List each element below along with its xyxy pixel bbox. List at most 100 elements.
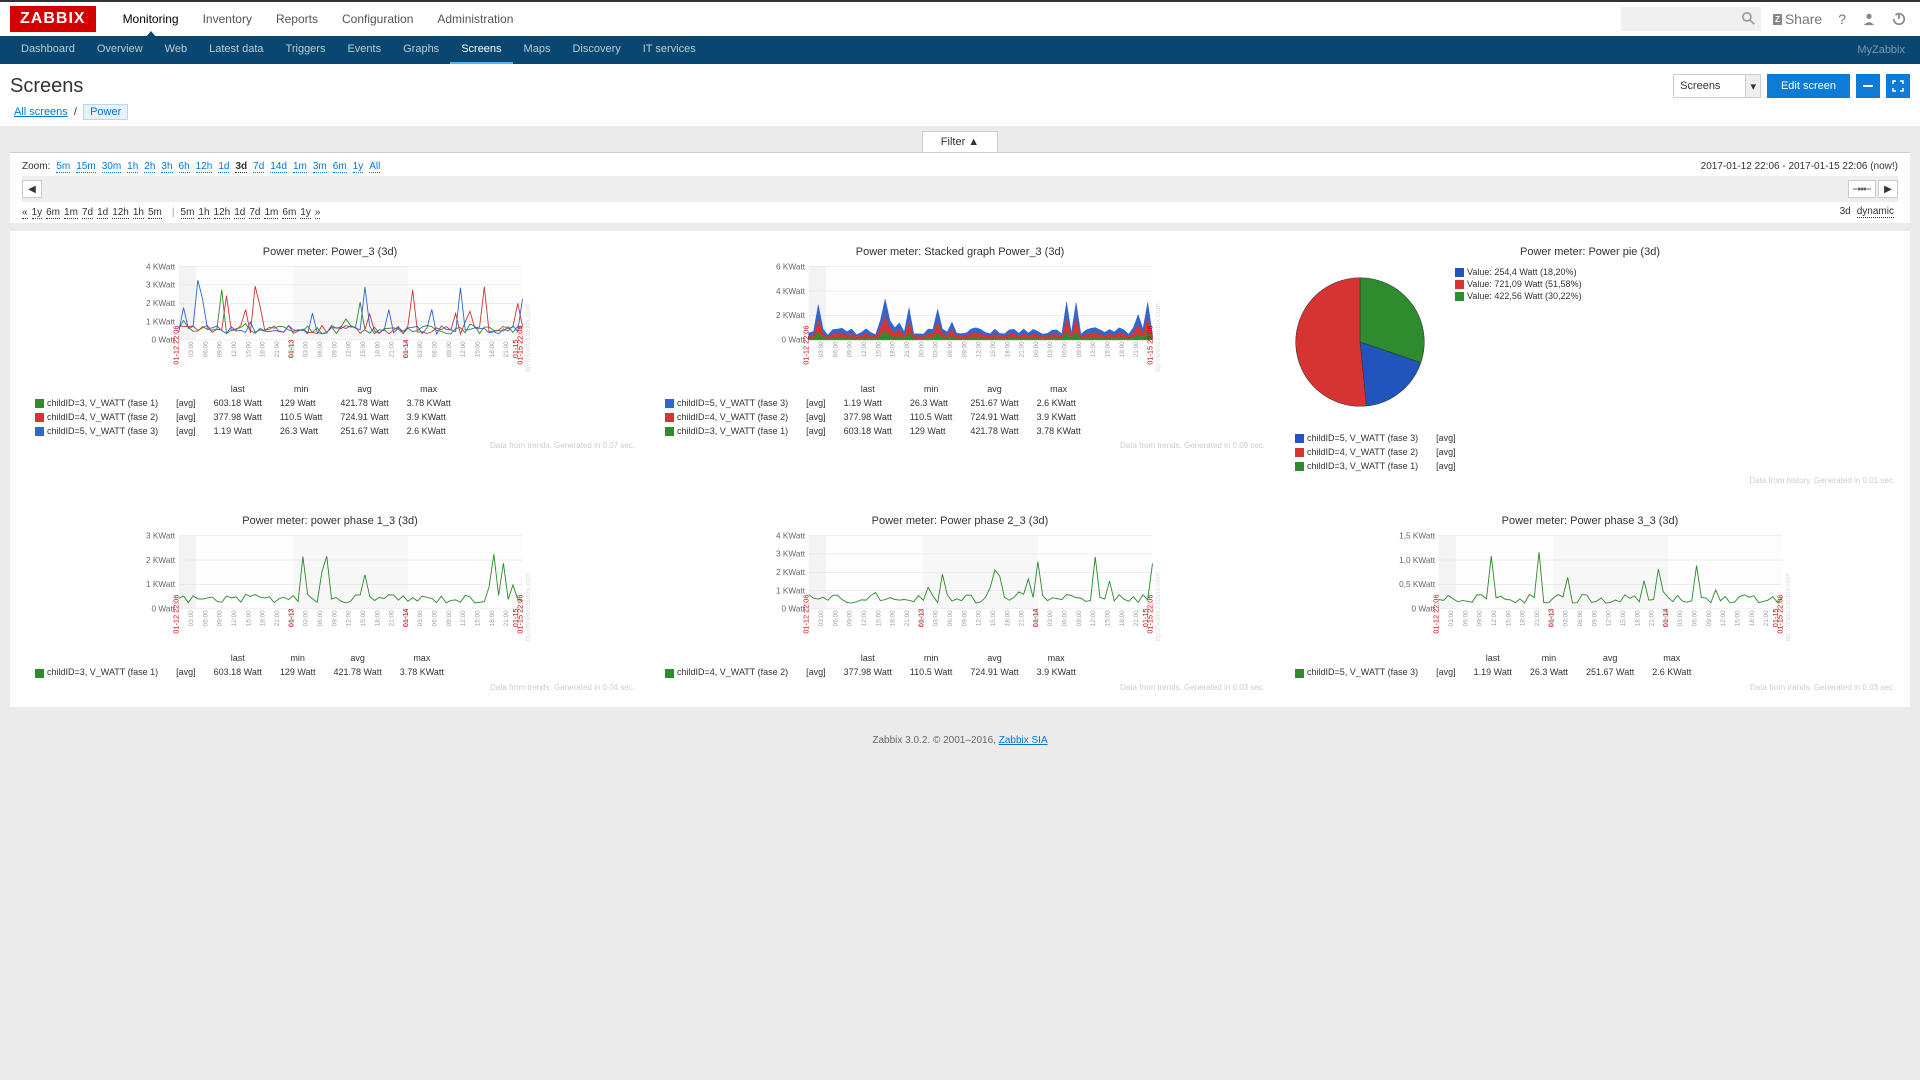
sub-nav-latest-data[interactable]: Latest data <box>198 36 274 64</box>
svg-text:12:00: 12:00 <box>1491 610 1498 626</box>
fwd-7d[interactable]: 7d <box>249 207 260 219</box>
svg-text:12:00: 12:00 <box>231 610 238 626</box>
svg-text:03:00: 03:00 <box>1047 610 1054 626</box>
zoom-1y[interactable]: 1y <box>353 161 364 173</box>
search-icon[interactable] <box>1742 12 1755 28</box>
back-«[interactable]: « <box>22 207 28 219</box>
nav-left-button[interactable]: ◀ <box>22 180 42 198</box>
back-1m[interactable]: 1m <box>64 207 78 219</box>
zoom-7d[interactable]: 7d <box>253 161 264 173</box>
svg-text:21:00: 21:00 <box>904 610 911 626</box>
main-nav-monitoring[interactable]: Monitoring <box>111 2 191 36</box>
zoom-6h[interactable]: 6h <box>179 161 190 173</box>
sub-nav-graphs[interactable]: Graphs <box>392 36 450 64</box>
sub-right[interactable]: MyZabbix <box>1857 44 1910 56</box>
power-icon[interactable] <box>1888 8 1910 30</box>
svg-text:18:00: 18:00 <box>890 610 897 626</box>
zoom-6m[interactable]: 6m <box>333 161 347 173</box>
share-button[interactable]: ZShare <box>1769 7 1826 31</box>
sub-nav-web[interactable]: Web <box>154 36 198 64</box>
sub-nav-triggers[interactable]: Triggers <box>275 36 337 64</box>
sub-nav-dashboard[interactable]: Dashboard <box>10 36 86 64</box>
svg-text:6 KWatt: 6 KWatt <box>776 262 806 271</box>
svg-text:21:00: 21:00 <box>1649 610 1656 626</box>
screens-dropdown[interactable]: Screens▾ <box>1673 74 1761 98</box>
back-1h[interactable]: 1h <box>133 207 144 219</box>
mode-dynamic[interactable]: dynamic <box>1857 206 1894 218</box>
sub-nav-events[interactable]: Events <box>336 36 392 64</box>
svg-text:12:00: 12:00 <box>976 341 983 357</box>
search-input[interactable] <box>1621 7 1761 31</box>
svg-text:12:00: 12:00 <box>861 341 868 357</box>
svg-text:18:00: 18:00 <box>1749 610 1756 626</box>
svg-text:3 KWatt: 3 KWatt <box>146 281 176 290</box>
back-5m[interactable]: 5m <box>148 207 162 219</box>
back-6m[interactable]: 6m <box>46 207 60 219</box>
sub-nav-discovery[interactable]: Discovery <box>561 36 631 64</box>
svg-text:21:00: 21:00 <box>389 610 396 626</box>
fwd-1y[interactable]: 1y <box>300 207 311 219</box>
main-nav-reports[interactable]: Reports <box>264 2 330 36</box>
breadcrumb-all[interactable]: All screens <box>14 106 68 118</box>
back-7d[interactable]: 7d <box>82 207 93 219</box>
svg-text:15:00: 15:00 <box>1105 341 1112 357</box>
zoom-14d[interactable]: 14d <box>270 161 287 173</box>
svg-text:1 KWatt: 1 KWatt <box>146 581 176 590</box>
zoom-3h[interactable]: 3h <box>161 161 172 173</box>
svg-text:1,0 KWatt: 1,0 KWatt <box>1399 556 1436 565</box>
svg-text:12:00: 12:00 <box>1606 610 1613 626</box>
user-icon[interactable] <box>1858 8 1880 30</box>
zoom-5m[interactable]: 5m <box>56 161 70 173</box>
fwd-»[interactable]: » <box>315 207 321 219</box>
back-12h[interactable]: 12h <box>112 207 129 219</box>
footer-link[interactable]: Zabbix SIA <box>999 735 1048 746</box>
svg-text:15:00: 15:00 <box>875 341 882 357</box>
main-nav-inventory[interactable]: Inventory <box>191 2 264 36</box>
fwd-6m[interactable]: 6m <box>282 207 296 219</box>
minimize-button[interactable] <box>1856 74 1880 98</box>
main-nav-administration[interactable]: Administration <box>425 2 525 36</box>
chart-row-2: Power meter: power phase 1_3 (3d)0 Watt1… <box>25 515 1895 691</box>
fwd-1m[interactable]: 1m <box>264 207 278 219</box>
zoom-row: Zoom: 5m15m30m1h2h3h6h12h1d3d7d14d1m3m6m… <box>22 161 1898 172</box>
svg-text:03:00: 03:00 <box>1047 341 1054 357</box>
svg-text:http://www.zabbix.com: http://www.zabbix.com <box>523 573 532 642</box>
fullscreen-button[interactable] <box>1886 74 1910 98</box>
nav-timeline-button[interactable] <box>1848 180 1876 198</box>
nav-right-button[interactable]: ▶ <box>1878 180 1898 198</box>
sub-nav-overview[interactable]: Overview <box>86 36 154 64</box>
zoom-1d[interactable]: 1d <box>218 161 229 173</box>
zoom-12h[interactable]: 12h <box>196 161 213 173</box>
fwd-5m[interactable]: 5m <box>181 207 195 219</box>
svg-text:06:00: 06:00 <box>1062 341 1069 357</box>
svg-text:09:00: 09:00 <box>1076 341 1083 357</box>
svg-text:06:00: 06:00 <box>432 341 439 357</box>
fwd-1h[interactable]: 1h <box>198 207 209 219</box>
svg-text:09:00: 09:00 <box>331 610 338 626</box>
zoom-All[interactable]: All <box>369 161 380 173</box>
zoom-3d[interactable]: 3d <box>235 161 247 173</box>
logo[interactable]: ZABBIX <box>10 6 96 32</box>
svg-text:0,5 KWatt: 0,5 KWatt <box>1399 581 1436 590</box>
zoom-30m[interactable]: 30m <box>102 161 121 173</box>
zoom-15m[interactable]: 15m <box>76 161 95 173</box>
svg-text:09:00: 09:00 <box>1477 610 1484 626</box>
zoom-1m[interactable]: 1m <box>293 161 307 173</box>
svg-text:09:00: 09:00 <box>217 341 224 357</box>
back-1d[interactable]: 1d <box>97 207 108 219</box>
zoom-3m[interactable]: 3m <box>313 161 327 173</box>
zoom-1h[interactable]: 1h <box>127 161 138 173</box>
edit-screen-button[interactable]: Edit screen <box>1767 74 1850 98</box>
sub-bar: DashboardOverviewWebLatest dataTriggersE… <box>0 36 1920 64</box>
sub-nav-it-services[interactable]: IT services <box>632 36 707 64</box>
main-nav-configuration[interactable]: Configuration <box>330 2 425 36</box>
svg-text:09:00: 09:00 <box>847 610 854 626</box>
zoom-2h[interactable]: 2h <box>144 161 155 173</box>
sub-nav-screens[interactable]: Screens <box>450 36 512 64</box>
sub-nav-maps[interactable]: Maps <box>513 36 562 64</box>
help-icon[interactable]: ? <box>1834 7 1850 31</box>
fwd-12h[interactable]: 12h <box>214 207 231 219</box>
fwd-1d[interactable]: 1d <box>234 207 245 219</box>
back-1y[interactable]: 1y <box>32 207 43 219</box>
filter-tab[interactable]: Filter ▲ <box>922 131 998 152</box>
